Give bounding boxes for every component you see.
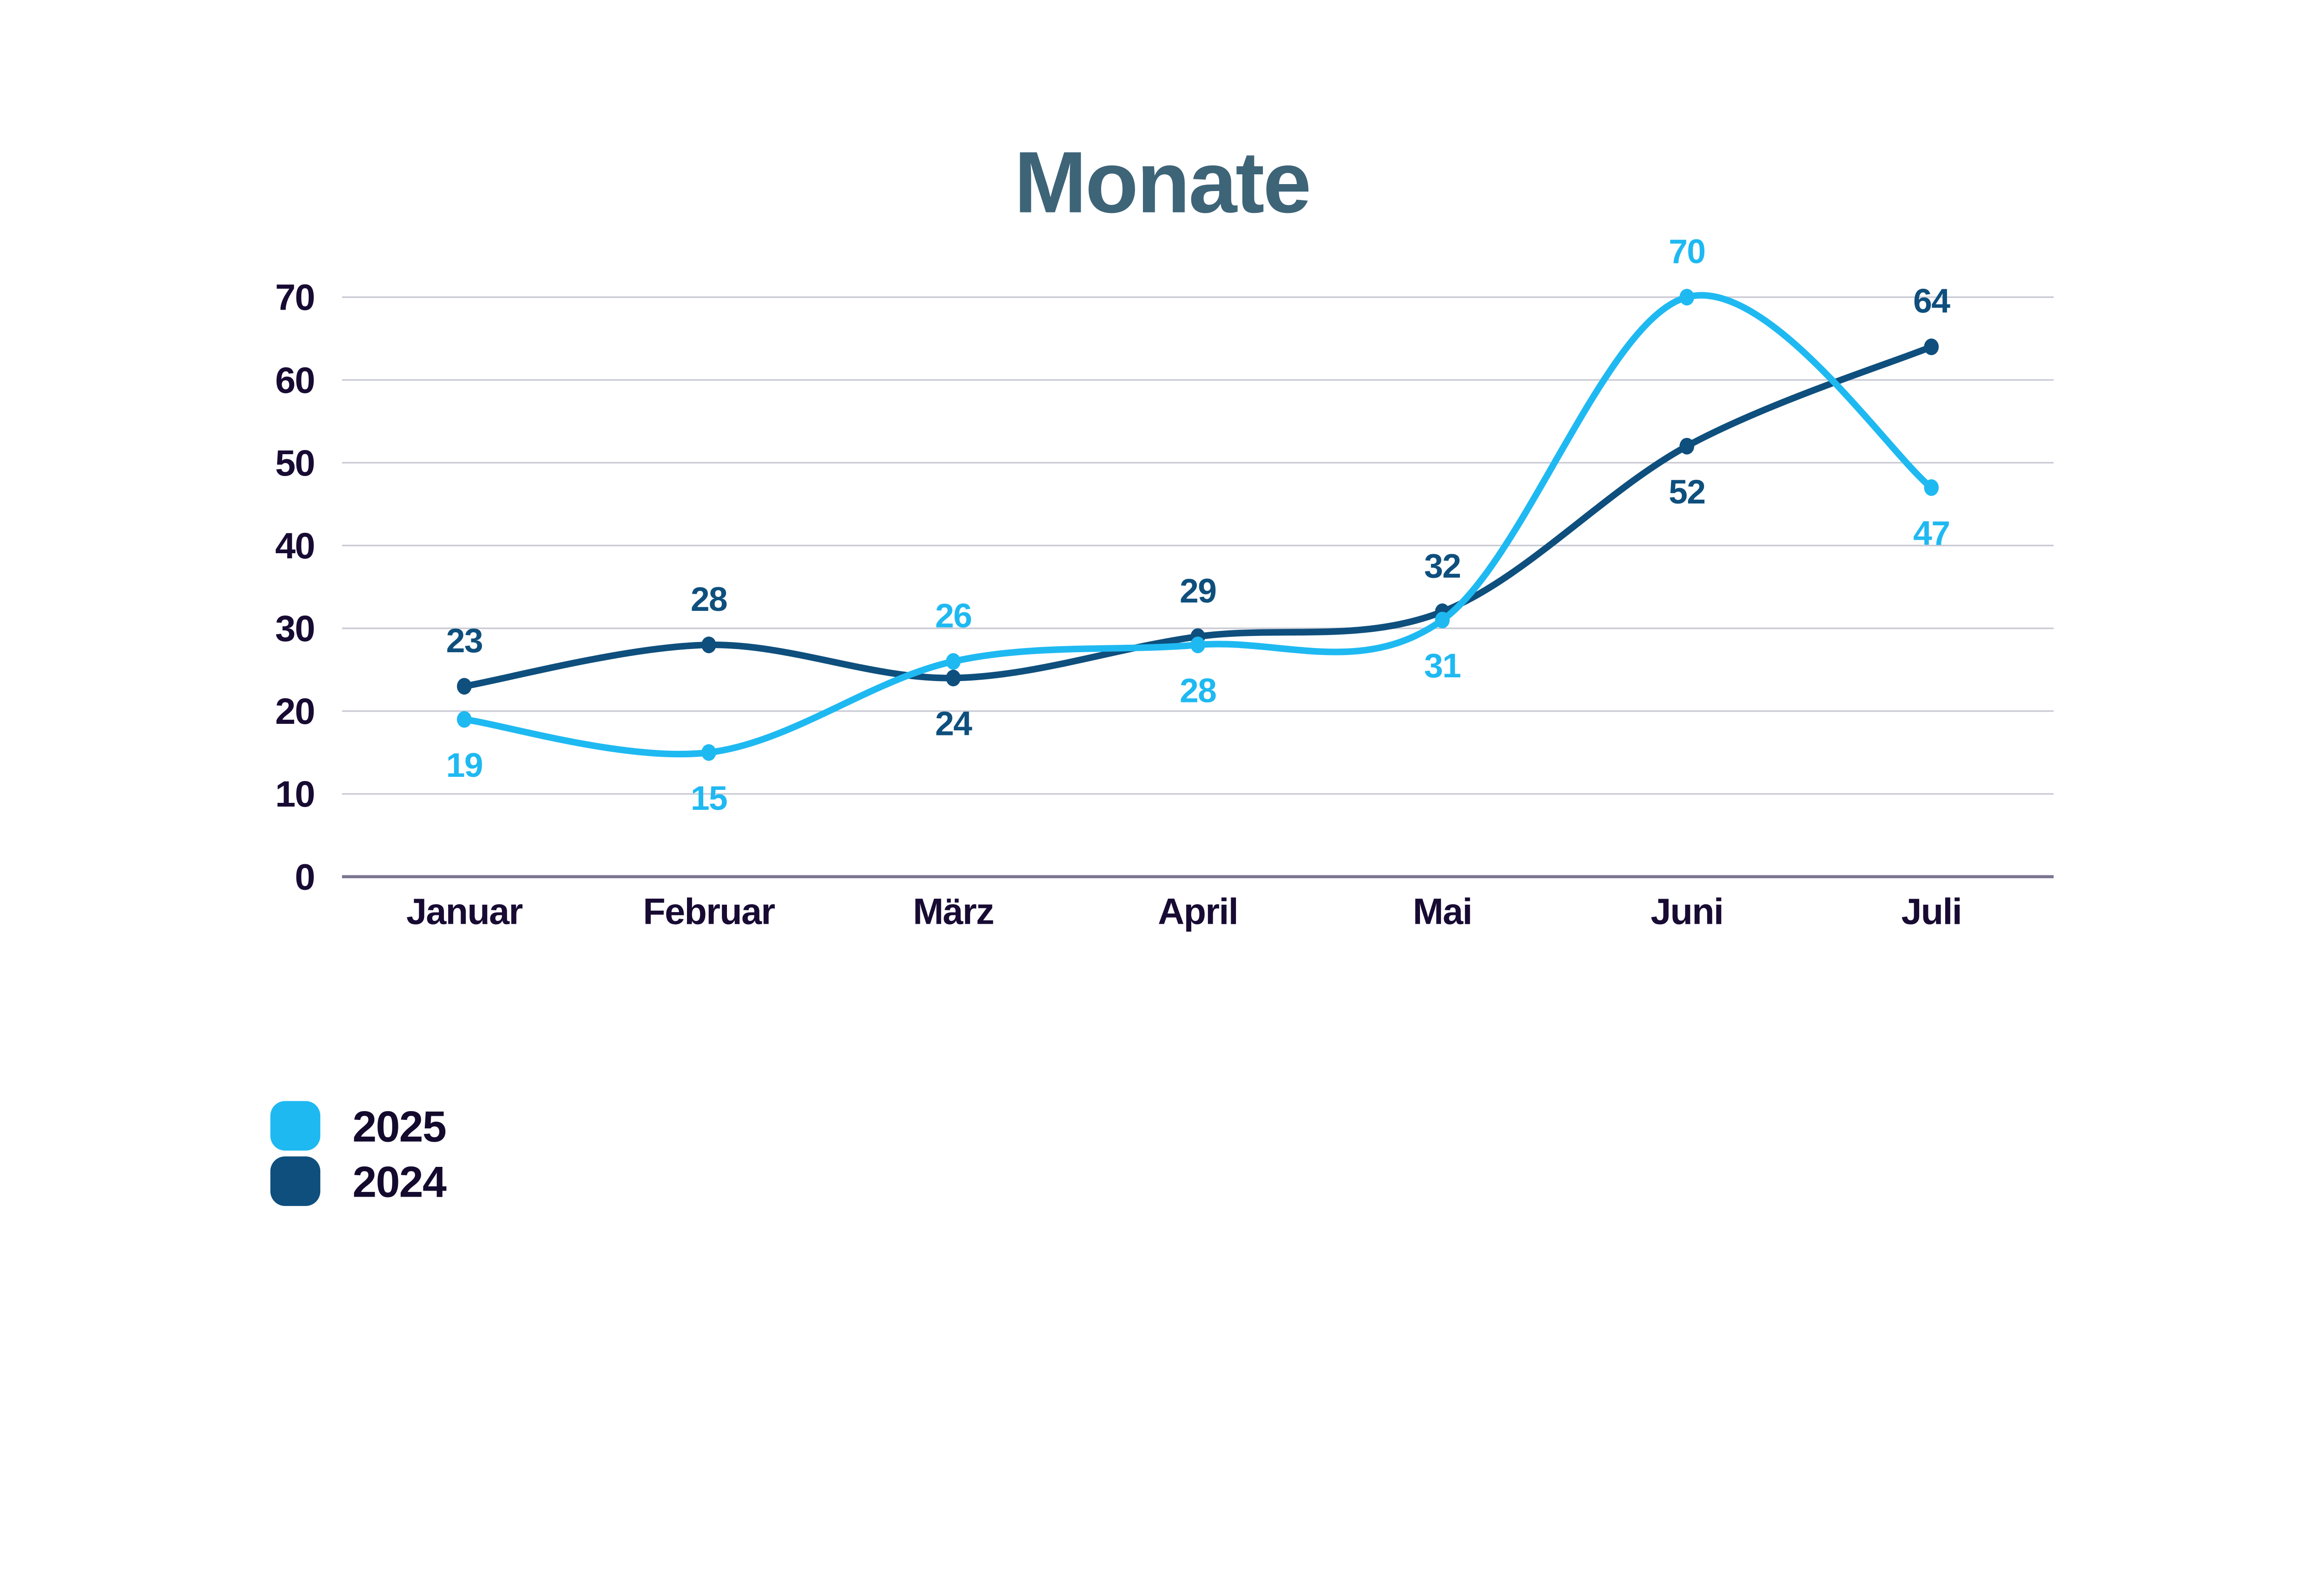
legend-swatch-2024: [270, 1156, 321, 1206]
legend-item-2024: 2024: [270, 1156, 448, 1206]
data-point-2024-märz: [946, 669, 961, 687]
gridlines-layer: [342, 296, 2054, 879]
data-point-label-2025-märz: 26: [935, 596, 971, 635]
x-axis-label-april: April: [1158, 891, 1238, 932]
y-tick-label: 10: [275, 773, 315, 814]
data-point-label-2025-april: 28: [1180, 672, 1216, 710]
data-point-label-2025-februar: 15: [691, 779, 727, 817]
data-point-label-2024-februar: 28: [691, 580, 727, 618]
x-axis-label-januar: Januar: [406, 891, 522, 932]
series-path-2025: [461, 292, 1935, 758]
data-point-2025-mai: [1435, 611, 1450, 629]
x-axis-label-februar: Februar: [643, 891, 775, 932]
legend-swatch-2025: [270, 1101, 321, 1151]
data-point-label-2025-juni: 70: [1669, 232, 1705, 271]
data-point-label-2024-märz: 24: [935, 705, 972, 743]
data-point-2024-juni: [1679, 437, 1695, 455]
y-tick-label: 40: [275, 525, 315, 566]
y-tick-label: 20: [275, 690, 315, 732]
data-point-label-2024-mai: 32: [1424, 547, 1460, 585]
chart-title: Monate: [1014, 133, 1310, 231]
y-tick-label: 70: [275, 277, 315, 318]
data-point-2025-juni: [1679, 289, 1695, 306]
data-point-2025-märz: [946, 653, 961, 670]
legend-label-2025: 2025: [352, 1102, 446, 1151]
legend-label-2024: 2024: [352, 1158, 447, 1206]
y-tick-label: 30: [275, 608, 315, 649]
data-point-label-2024-april: 29: [1180, 572, 1216, 610]
data-point-label-2024-juni: 52: [1669, 473, 1705, 511]
data-point-2025-februar: [701, 744, 716, 761]
data-point-label-2024-januar: 23: [446, 622, 482, 660]
data-point-label-2024-juli: 64: [1913, 282, 1950, 320]
axis-labels-layer: 0 10 20 30 40 50 60 70 Januar Februar März April Mai…: [275, 277, 1962, 932]
x-axis-label-mai: Mai: [1413, 891, 1472, 932]
data-point-2024-juli: [1924, 338, 1939, 355]
y-tick-label: 60: [275, 359, 315, 401]
x-axis-label-märz: März: [913, 891, 994, 932]
data-point-2025-juli: [1924, 479, 1939, 496]
series-layer: [457, 289, 1939, 761]
y-tick-label: 50: [275, 442, 315, 483]
legend: 2025 2024: [270, 1101, 448, 1206]
chart-svg: 0 10 20 30 40 50 60 70 Januar Februar März April Mai…: [270, 133, 2054, 1206]
y-tick-label: 0: [295, 856, 314, 897]
data-point-label-2025-juli: 47: [1913, 514, 1949, 552]
data-point-2024-januar: [457, 678, 472, 695]
x-axis-label-juli: Juli: [1901, 891, 1961, 932]
point-labels-layer: 23 28 24 29 32 52 64 19 15 26 28 31 70 47: [446, 232, 1951, 817]
data-point-label-2025-mai: 31: [1424, 647, 1460, 685]
x-axis-label-juni: Juni: [1651, 891, 1723, 932]
data-point-label-2025-januar: 19: [446, 746, 482, 784]
legend-item-2025: 2025: [270, 1101, 447, 1151]
data-point-2025-januar: [457, 711, 472, 728]
data-point-2024-februar: [701, 636, 716, 654]
data-point-2025-april: [1190, 636, 1205, 654]
monate-line-chart: 0 10 20 30 40 50 60 70 Januar Februar März April Mai…: [270, 133, 2054, 1206]
